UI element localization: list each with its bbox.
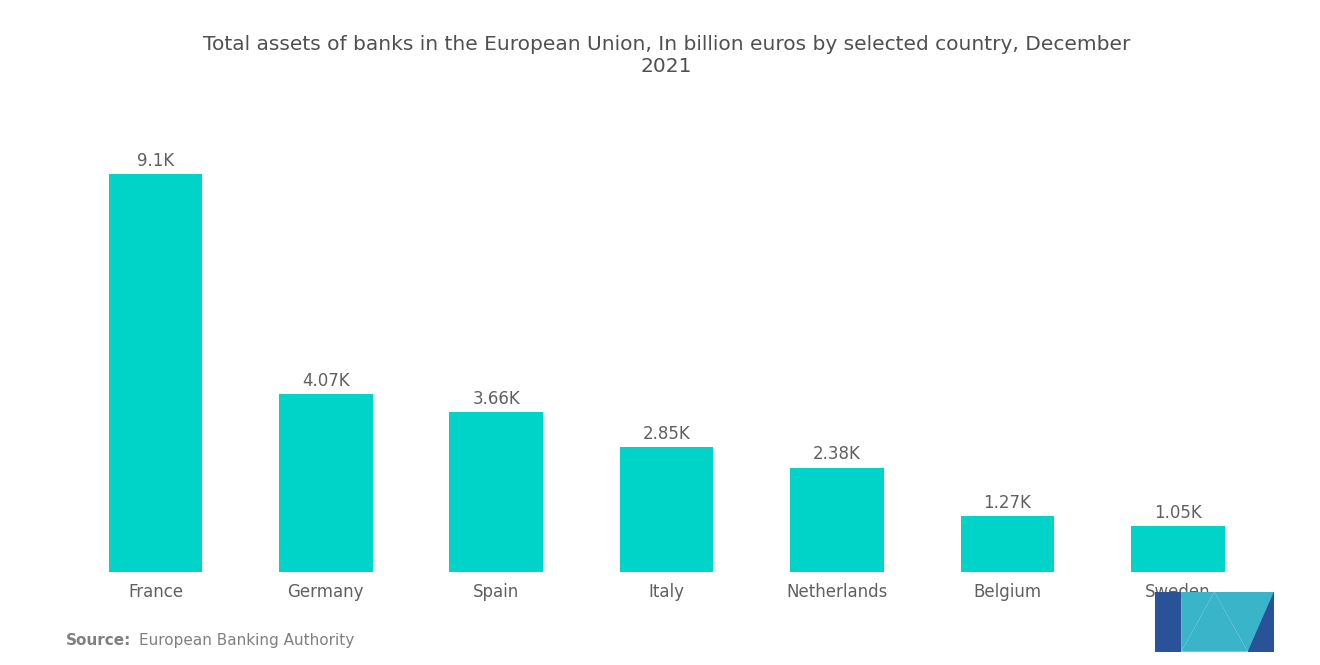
- Text: European Banking Authority: European Banking Authority: [139, 633, 354, 648]
- Bar: [108, 174, 202, 572]
- Text: Source:: Source:: [66, 633, 132, 648]
- Bar: [961, 517, 1055, 572]
- Text: 2.38K: 2.38K: [813, 446, 861, 464]
- Title: Total assets of banks in the European Union, In billion euros by selected countr: Total assets of banks in the European Un…: [203, 35, 1130, 76]
- Bar: [1131, 526, 1225, 572]
- Text: 2.85K: 2.85K: [643, 425, 690, 443]
- Bar: [791, 468, 884, 572]
- Bar: [449, 412, 543, 572]
- Text: 4.07K: 4.07K: [302, 372, 350, 390]
- Bar: [279, 394, 372, 572]
- Text: 3.66K: 3.66K: [473, 390, 520, 408]
- Bar: [620, 448, 713, 572]
- Text: 1.05K: 1.05K: [1154, 503, 1201, 521]
- Text: 1.27K: 1.27K: [983, 494, 1031, 512]
- Text: 9.1K: 9.1K: [137, 152, 174, 170]
